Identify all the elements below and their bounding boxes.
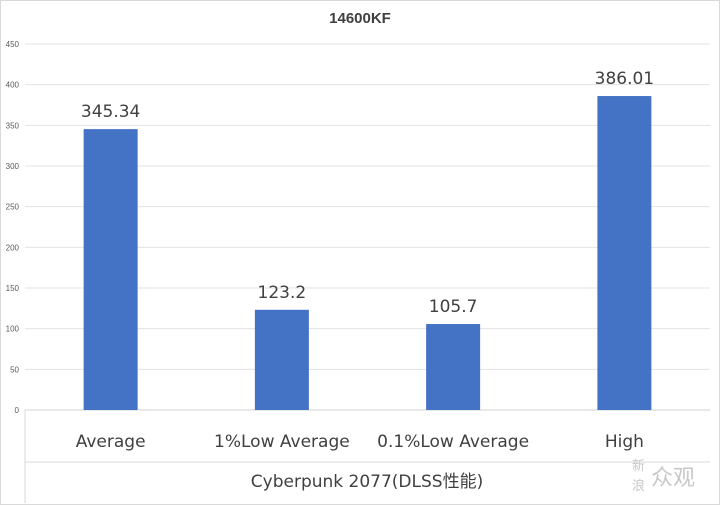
data-label-4: 386.01 bbox=[595, 69, 654, 89]
y-tick-label-250: 250 bbox=[6, 203, 20, 212]
watermark: 新 浪 众观 bbox=[632, 458, 695, 494]
bars bbox=[83, 96, 652, 410]
x-axis: Average 1%Low Average 0.1%Low Average High bbox=[24, 410, 710, 503]
bar-3 bbox=[426, 324, 481, 410]
data-label-3: 105.7 bbox=[429, 297, 478, 317]
bar-4 bbox=[597, 96, 652, 410]
bar-2 bbox=[254, 309, 309, 410]
y-tick-label-50: 50 bbox=[10, 365, 19, 374]
watermark-brand: 众观 bbox=[651, 466, 695, 491]
chart-title: 14600KF bbox=[329, 10, 391, 27]
data-label-1: 345.34 bbox=[81, 102, 140, 122]
y-tick-label-350: 350 bbox=[6, 121, 20, 130]
watermark-char-1: 新 bbox=[632, 458, 645, 474]
x-category-label-2: 1%Low Average bbox=[214, 432, 350, 452]
x-category-label-3: 0.1%Low Average bbox=[377, 432, 529, 452]
y-tick-label-0: 0 bbox=[15, 406, 20, 415]
data-labels: 345.34 123.2 105.7 386.01 bbox=[81, 69, 654, 317]
bar-1 bbox=[83, 129, 138, 410]
x-category-label-1: Average bbox=[76, 432, 146, 452]
gridlines bbox=[25, 43, 710, 411]
y-tick-label-150: 150 bbox=[6, 284, 20, 293]
data-label-2: 123.2 bbox=[258, 283, 307, 303]
y-axis: 0 50 100 150 200 250 300 350 400 450 bbox=[6, 40, 20, 415]
y-tick-label-200: 200 bbox=[6, 243, 20, 252]
x-category-label-4: High bbox=[605, 432, 644, 452]
y-tick-label-450: 450 bbox=[6, 40, 20, 49]
y-tick-label-100: 100 bbox=[6, 325, 20, 334]
x-axis-title: Cyberpunk 2077(DLSS性能) bbox=[251, 472, 483, 492]
y-tick-label-400: 400 bbox=[6, 81, 20, 90]
y-tick-label-300: 300 bbox=[6, 162, 20, 171]
watermark-char-2: 浪 bbox=[632, 479, 645, 494]
